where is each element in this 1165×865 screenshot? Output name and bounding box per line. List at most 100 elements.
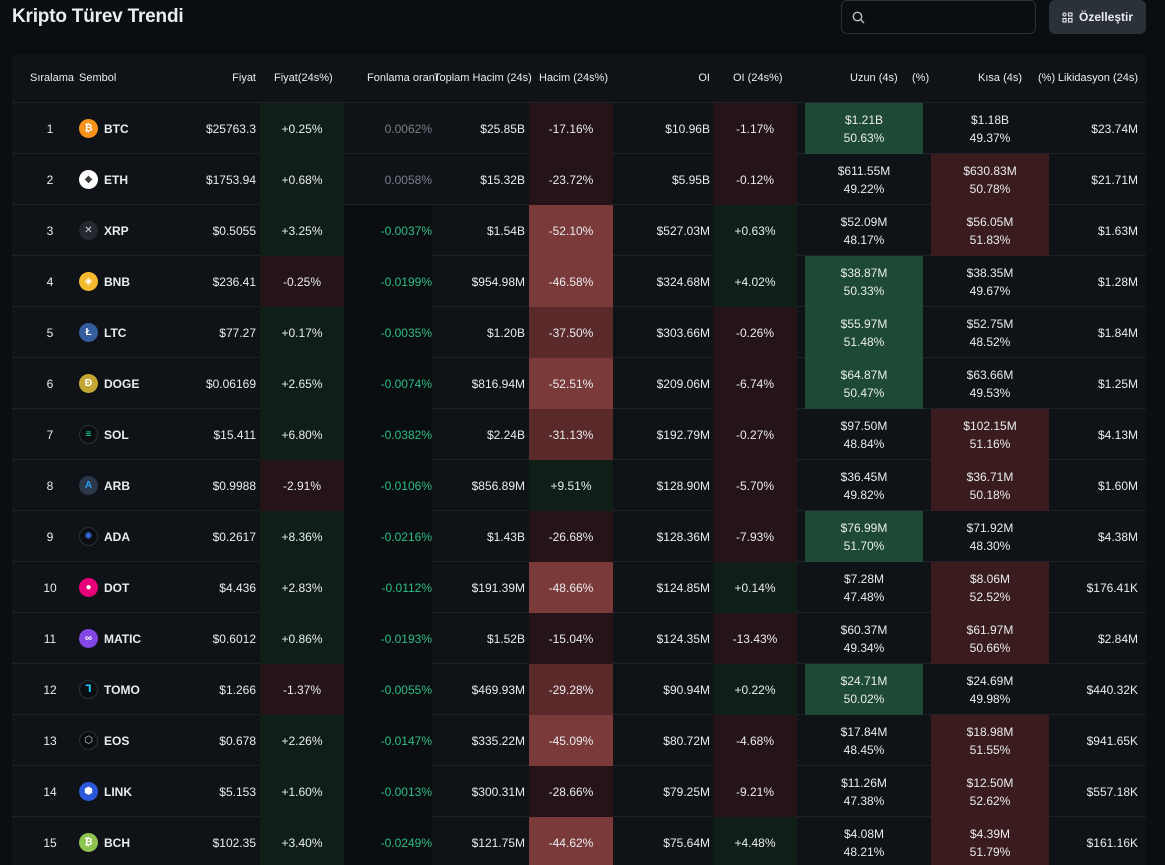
table-row[interactable]: 12 ᒣ TOMO $1.266 -1.37% -0.0055% $469.93M -29.2… [12,664,1146,715]
row-funding-rate: -0.0193% [344,613,432,664]
header-short[interactable]: Kısa (4s) [978,72,1023,84]
long-percent: 50.47% [843,385,885,400]
short-value: $36.71M [966,469,1014,484]
coin-symbol-label: EOS [104,733,130,748]
short-percent: 50.66% [969,640,1011,655]
search-input[interactable] [872,5,1027,29]
row-price-change: +3.25% [260,205,344,256]
row-long: $4.08M 48.21% [805,817,923,865]
coin-symbol[interactable]: Ł LTC [79,307,179,358]
coin-symbol[interactable]: ∞ MATIC [79,613,179,664]
row-open-interest: $75.64M [663,835,710,850]
header-price[interactable]: Fiyat [232,72,256,84]
short-percent: 51.83% [969,232,1011,247]
row-liquidation: $2.84M [1097,631,1138,646]
row-price-change: +3.40% [260,817,344,865]
coin-symbol[interactable]: ● DOT [79,562,179,613]
long-value: $17.84M [840,724,888,739]
row-short: $61.97M 50.66% [931,613,1049,664]
table-row[interactable]: 7 ≡ SOL $15.411 +6.80% -0.0382% $2.24B -31.13% $… [12,409,1146,460]
long-percent: 49.22% [843,181,885,196]
table-row[interactable]: 10 ● DOT $4.436 +2.83% -0.0112% $191.39M -48.66… [12,562,1146,613]
header-rank[interactable]: Sıralama [30,72,75,84]
header-volume-change[interactable]: Hacim (24s%) [539,72,609,84]
table-row[interactable]: 13 ⬡ EOS $0.678 +2.26% -0.0147% $335.22M -45.09… [12,715,1146,766]
bitcoin-icon: ₿ [79,119,98,138]
row-price-change: +0.86% [260,613,344,664]
row-liquidation: $4.38M [1097,529,1138,544]
solana-icon: ≡ [79,425,98,444]
coin-symbol[interactable]: ₿ BCH [79,817,179,865]
row-open-interest: $5.95B [671,172,710,187]
table-row[interactable]: 9 ✺ ADA $0.2617 +8.36% -0.0216% $1.43B -26.68% $… [12,511,1146,562]
short-value: $102.15M [963,418,1017,433]
header-total-volume[interactable]: Toplam Hacim (24s) [434,72,532,84]
header-funding[interactable]: Fonlama oranı [367,72,438,84]
header-liquidation[interactable]: Likidasyon (24s) [1057,72,1138,84]
table-row[interactable]: 11 ∞ MATIC $0.6012 +0.86% -0.0193% $1.52B -15.0… [12,613,1146,664]
row-rank: 2 [46,172,54,187]
coin-symbol[interactable]: ✕ XRP [79,205,179,256]
coin-symbol[interactable]: Ð DOGE [79,358,179,409]
coin-symbol[interactable]: ≡ SOL [79,409,179,460]
coin-symbol-label: LINK [104,784,132,799]
header-price-change[interactable]: Fiyat(24s%) [274,72,333,84]
table-row[interactable]: 4 ◈ BNB $236.41 -0.25% -0.0199% $954.98M -46.58… [12,256,1146,307]
coin-symbol[interactable]: ₿ BTC [79,103,179,154]
header-oi-change[interactable]: OI (24s%) [733,72,783,84]
header-oi[interactable]: OI [698,72,710,84]
table-row[interactable]: 3 ✕ XRP $0.5055 +3.25% -0.0037% $1.54B -52.10% $… [12,205,1146,256]
short-percent: 49.98% [969,691,1011,706]
row-oi-change: +0.14% [713,562,797,613]
short-value: $18.98M [966,724,1014,739]
table-row[interactable]: 5 Ł LTC $77.27 +0.17% -0.0035% $1.20B -37.50% $3… [12,307,1146,358]
row-long: $11.26M 47.38% [805,766,923,817]
row-volume-change: -26.68% [529,511,613,562]
short-percent: 50.18% [969,487,1011,502]
long-value: $38.87M [840,265,888,280]
row-short: $630.83M 50.78% [931,154,1049,205]
table-row[interactable]: 2 ◆ ETH $1753.94 +0.68% 0.0058% $15.32B -23.72%… [12,154,1146,205]
header-symbol[interactable]: Sembol [79,72,117,84]
row-funding-rate: -0.0037% [344,205,432,256]
row-open-interest: $10.96B [665,121,710,136]
table-row[interactable]: 6 Ð DOGE $0.06169 +2.65% -0.0074% $816.94M -52.… [12,358,1146,409]
long-value: $76.99M [840,520,888,535]
row-total-volume: $954.98M [471,274,525,289]
customize-button[interactable]: Özelleştir [1049,0,1146,34]
search-box[interactable] [841,0,1036,34]
row-volume-change: -48.66% [529,562,613,613]
coin-symbol[interactable]: ᒣ TOMO [79,664,179,715]
coin-symbol[interactable]: ◈ BNB [79,256,179,307]
table-row[interactable]: 8 A ARB $0.9988 -2.91% -0.0106% $856.89M +9.51%… [12,460,1146,511]
header-long[interactable]: Uzun (4s) [850,72,898,84]
row-liquidation: $23.74M [1091,121,1138,136]
table-row[interactable]: 1 ₿ BTC $25763.3 +0.25% 0.0062% $25.85B -17.16%… [12,103,1146,154]
header-long-pct: (%) [912,72,930,84]
short-percent: 51.79% [969,844,1011,859]
coin-symbol[interactable]: ⬡ EOS [79,715,179,766]
table-row[interactable]: 14 ⬢ LINK $5.153 +1.60% -0.0013% $300.31M -28.6… [12,766,1146,817]
row-rank: 15 [43,835,57,850]
coin-symbol-label: BCH [104,835,130,850]
long-value: $1.21B [844,112,884,127]
coin-symbol[interactable]: A ARB [79,460,179,511]
short-value: $61.97M [966,622,1014,637]
row-price: $77.27 [219,325,256,340]
ethereum-icon: ◆ [79,170,98,189]
row-oi-change: -0.27% [713,409,797,460]
long-percent: 48.17% [843,232,885,247]
row-price-change: +1.60% [260,766,344,817]
row-long: $76.99M 51.70% [805,511,923,562]
row-funding-rate: -0.0382% [344,409,432,460]
row-oi-change: +4.02% [713,256,797,307]
coin-symbol[interactable]: ✺ ADA [79,511,179,562]
row-oi-change: -0.12% [713,154,797,205]
row-short: $71.92M 48.30% [931,511,1049,562]
table-header: Sıralama Sembol Fiyat Fiyat(24s%) Fonlam… [12,54,1146,103]
coin-symbol[interactable]: ⬢ LINK [79,766,179,817]
row-open-interest: $192.79M [656,427,710,442]
row-rank: 6 [46,376,54,391]
coin-symbol[interactable]: ◆ ETH [79,154,179,205]
table-row[interactable]: 15 ₿ BCH $102.35 +3.40% -0.0249% $121.75M -44.6… [12,817,1146,865]
